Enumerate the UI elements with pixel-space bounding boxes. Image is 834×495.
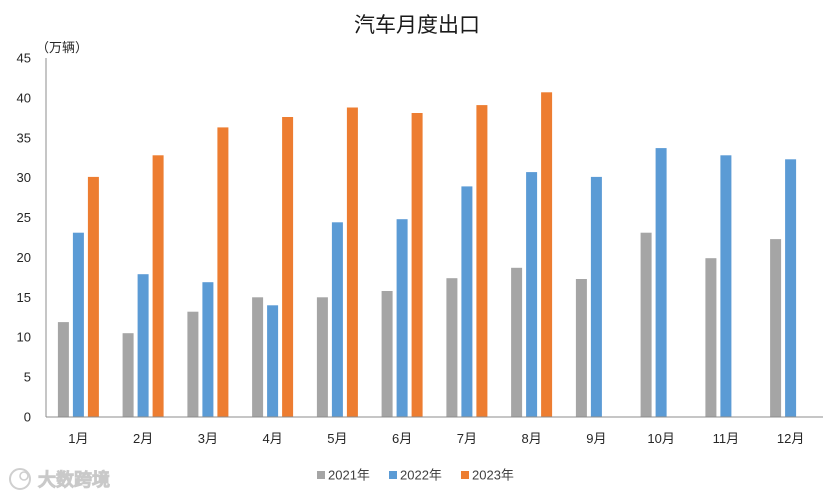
bar-2022-m8 xyxy=(526,172,538,417)
legend-swatch xyxy=(389,471,397,479)
bar-2023-m3 xyxy=(217,127,229,418)
legend-swatch xyxy=(461,471,469,479)
legend-label: 2023年 xyxy=(472,468,514,483)
bar-2021-m1 xyxy=(57,322,69,417)
bar-2021-m7 xyxy=(446,278,458,417)
x-tick-label: 11月 xyxy=(713,431,740,446)
bar-2023-m6 xyxy=(411,113,423,417)
bar-2023-m7 xyxy=(476,105,488,417)
y-tick-label: 25 xyxy=(17,210,31,225)
bar-2022-m7 xyxy=(461,186,473,417)
bar-2022-m10 xyxy=(655,148,667,417)
y-tick-label: 30 xyxy=(17,170,31,185)
bar-2021-m12 xyxy=(770,239,782,417)
y-tick-label: 35 xyxy=(17,130,31,145)
x-tick-label: 6月 xyxy=(392,431,412,446)
y-tick-label: 5 xyxy=(24,370,31,385)
watermark-text: 大数跨境 xyxy=(38,469,110,490)
bar-2021-m9 xyxy=(575,279,587,417)
bar-2023-m8 xyxy=(541,92,553,418)
legend: 2021年 2022年 2023年 xyxy=(317,468,514,483)
legend-label: 2021年 xyxy=(328,468,370,483)
x-tick-label: 12月 xyxy=(777,431,804,446)
x-tick-label: 8月 xyxy=(521,431,541,446)
bar-2023-m4 xyxy=(282,117,294,417)
watermark-logo: 大数跨境 xyxy=(9,468,110,490)
y-tick-label: 20 xyxy=(17,250,31,265)
bar-2023-m2 xyxy=(152,155,164,418)
x-tick-label: 3月 xyxy=(198,431,218,446)
bar-2021-m8 xyxy=(511,267,523,417)
x-tick-label: 4月 xyxy=(262,431,282,446)
y-tick-label: 10 xyxy=(17,330,31,345)
x-tick-label: 5月 xyxy=(327,431,347,446)
bar-2021-m10 xyxy=(640,232,652,417)
x-tick-label: 7月 xyxy=(457,431,477,446)
bar-2021-m6 xyxy=(381,291,393,417)
bar-2022-m1 xyxy=(72,232,84,417)
y-tick-label: 0 xyxy=(24,410,31,425)
chart-title: 汽车月度出口 xyxy=(354,13,480,37)
y-tick-label: 15 xyxy=(17,290,31,305)
y-tick-label: 45 xyxy=(17,51,31,66)
bar-2022-m9 xyxy=(590,176,602,417)
plot-bars xyxy=(57,92,797,418)
bar-2022-m11 xyxy=(720,155,732,418)
y-axis-unit-label: （万辆） xyxy=(36,40,88,55)
x-axis-tick-labels: 1月 2月 3月 4月 5月 6月 7月 8月 9月 10月 11月 12月 xyxy=(68,431,804,446)
x-tick-label: 2月 xyxy=(133,431,153,446)
x-tick-label: 10月 xyxy=(647,431,674,446)
x-tick-label: 1月 xyxy=(68,431,88,446)
legend-label: 2022年 xyxy=(400,468,442,483)
bar-2021-m5 xyxy=(316,297,328,417)
x-tick-label: 9月 xyxy=(586,431,606,446)
bar-2023-m5 xyxy=(346,107,358,417)
legend-swatch xyxy=(317,471,325,479)
bar-2021-m11 xyxy=(705,258,717,417)
bar-2021-m4 xyxy=(252,297,264,417)
y-tick-label: 40 xyxy=(17,90,31,105)
bar-2022-m12 xyxy=(785,159,797,418)
bar-2021-m2 xyxy=(122,333,134,417)
bar-2022-m3 xyxy=(202,282,214,417)
bar-2022-m6 xyxy=(396,219,408,417)
bar-2022-m2 xyxy=(137,274,149,417)
y-axis-tick-labels: 0 5 10 15 20 25 30 35 40 45 xyxy=(17,51,31,425)
bar-2021-m3 xyxy=(187,311,199,417)
bar-2023-m1 xyxy=(87,176,99,417)
bar-2022-m5 xyxy=(331,222,343,417)
bar-2022-m4 xyxy=(267,305,279,417)
watermark-icon xyxy=(9,468,31,490)
watermark-icon-inner xyxy=(19,471,29,481)
